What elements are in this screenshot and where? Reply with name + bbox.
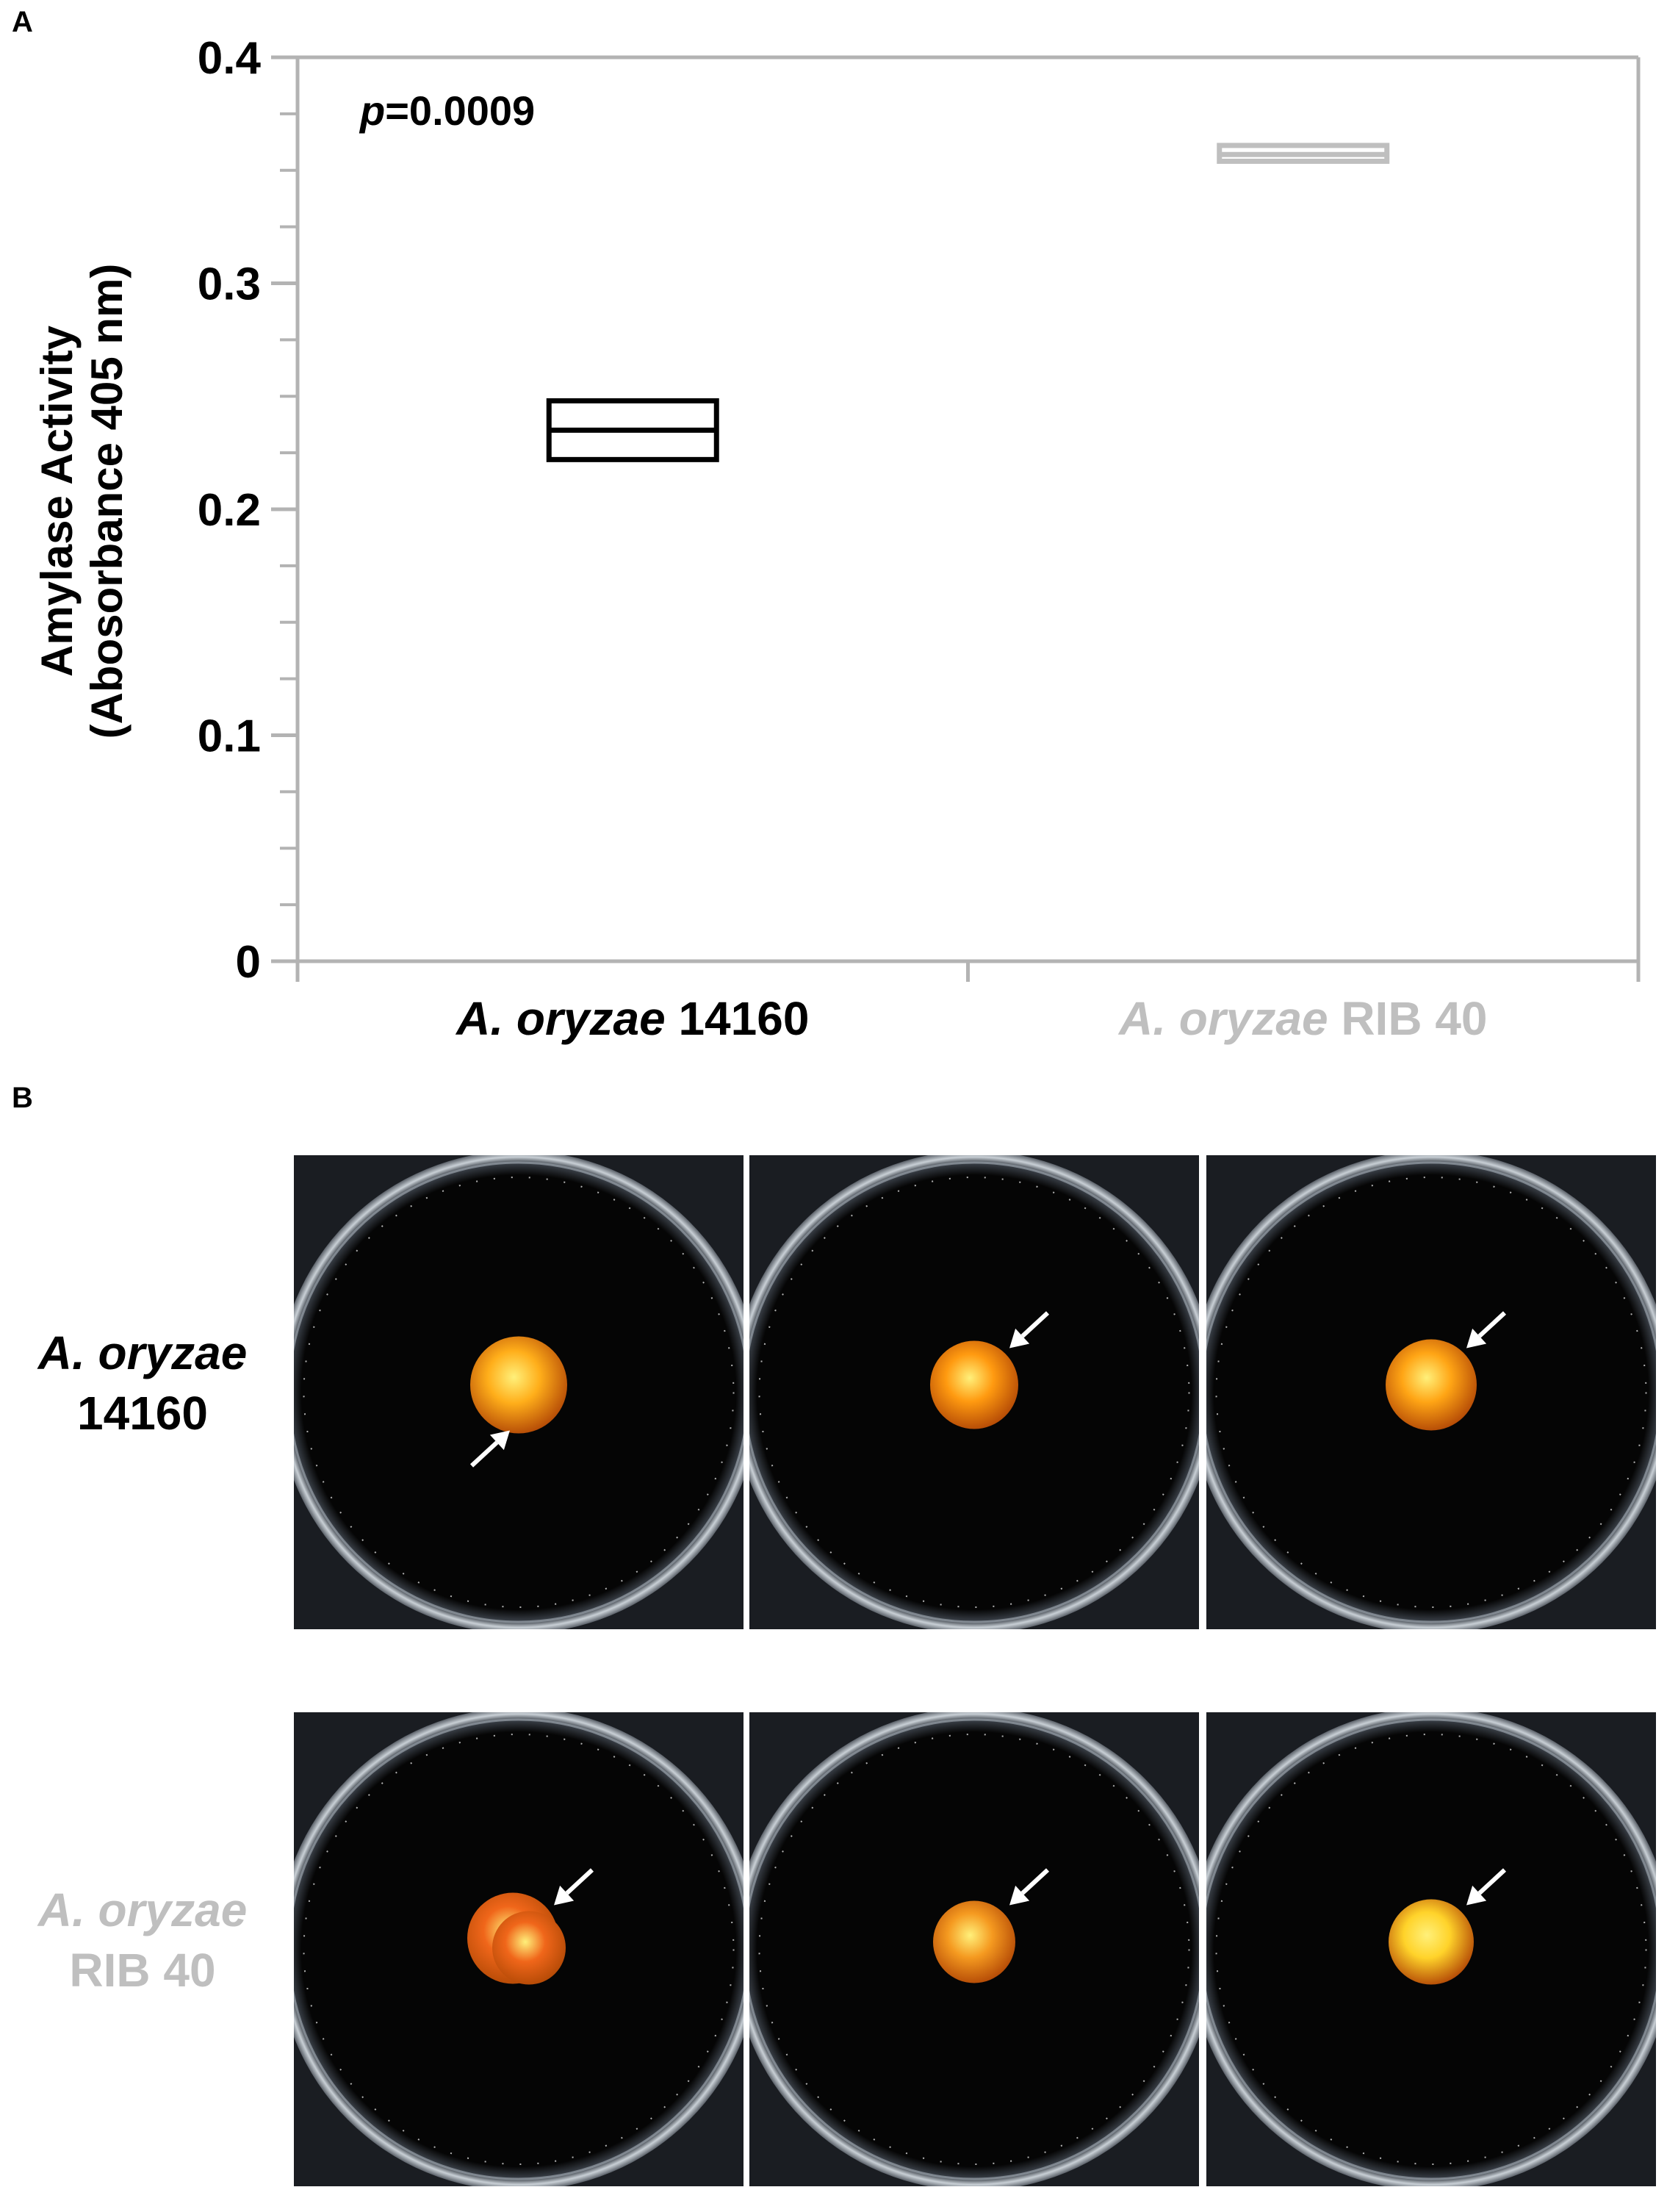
colony	[930, 1340, 1018, 1429]
x-category-label: A. oryzae 14160	[455, 992, 809, 1045]
arrow-icon	[1466, 1868, 1507, 1906]
panel-b-label: B	[12, 1082, 33, 1114]
row-label-species: A. oryzae	[37, 1884, 248, 1936]
petri-dish-photo	[294, 1155, 744, 1629]
arrow-icon	[1466, 1311, 1507, 1349]
arrow-icon	[1009, 1311, 1050, 1349]
y-tick-label: 0.2	[198, 485, 261, 536]
y-tick-label: 0.4	[198, 33, 262, 84]
x-categories: A. oryzae 14160 A. oryzae RIB 40	[295, 961, 1641, 1045]
petri-dish-photo	[1206, 1712, 1656, 2186]
panel-a-label: A	[12, 6, 33, 38]
colony	[933, 1900, 1015, 1983]
p-value: =0.0009	[385, 87, 535, 134]
row-label-strain: RIB 40	[69, 1944, 216, 1997]
y-axis-label-line2: (Abosorbance 405 nm)	[82, 264, 132, 739]
y-ticks: 0 0.1 0.2 0.3 0.4	[198, 33, 298, 988]
colony	[470, 1336, 567, 1434]
colony	[1386, 1339, 1477, 1431]
p-symbol: p	[359, 87, 385, 134]
y-tick-label: 0	[236, 937, 261, 988]
y-tick-label: 0.3	[198, 259, 261, 310]
x-category-label: A. oryzae RIB 40	[1117, 992, 1488, 1045]
petri-dish-photo	[749, 1712, 1199, 2186]
p-value-annotation: p=0.0009	[359, 87, 535, 134]
colony	[467, 1892, 566, 1985]
boxes	[546, 143, 1390, 462]
petri-dish-photo	[294, 1712, 744, 2186]
x-category-species: A. oryzae	[455, 992, 666, 1045]
row-label: A. oryzae 14160	[10, 1323, 275, 1443]
row-label-species: A. oryzae	[37, 1326, 248, 1379]
row-label-strain: 14160	[77, 1387, 208, 1440]
x-category-strain: 14160	[666, 992, 810, 1045]
y-tick-label: 0.1	[198, 711, 261, 762]
amylase-box-chart: 00.10.20.30.4 A. oryzae 14160 A. oryzae R…	[32, 33, 1641, 1045]
petri-dish-photo	[749, 1155, 1199, 1629]
arrow-icon	[1009, 1868, 1050, 1906]
row-label: A. oryzae RIB 40	[10, 1880, 275, 2000]
arrow-icon	[469, 1430, 510, 1468]
arrow-icon	[554, 1868, 594, 1906]
y-axis-label-line1: Amylase Activity	[32, 325, 82, 677]
x-category-strain: RIB 40	[1328, 992, 1488, 1045]
petri-dish-photo	[1206, 1155, 1656, 1629]
colony	[1389, 1899, 1474, 1985]
x-category-species: A. oryzae	[1117, 992, 1328, 1045]
chart-axes	[295, 55, 1641, 963]
